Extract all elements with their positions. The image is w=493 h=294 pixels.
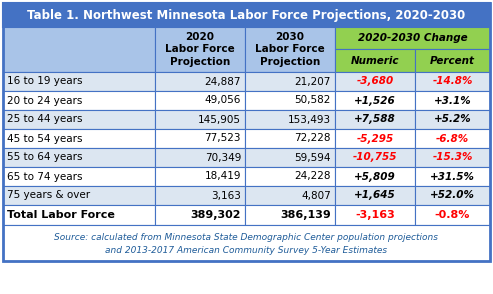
Text: 65 to 74 years: 65 to 74 years xyxy=(7,171,82,181)
Bar xyxy=(335,148,415,167)
Bar xyxy=(155,110,245,129)
Bar xyxy=(3,3,490,261)
Bar xyxy=(335,167,415,186)
Text: 153,493: 153,493 xyxy=(288,114,331,124)
Text: -14.8%: -14.8% xyxy=(432,76,473,86)
Text: 49,056: 49,056 xyxy=(205,96,241,106)
Text: +1,526: +1,526 xyxy=(354,96,396,106)
Text: -15.3%: -15.3% xyxy=(432,153,473,163)
Bar xyxy=(3,72,155,91)
Bar xyxy=(155,186,245,205)
Bar xyxy=(155,129,245,148)
Text: Table 1. Northwest Minnesota Labor Force Projections, 2020-2030: Table 1. Northwest Minnesota Labor Force… xyxy=(28,9,465,21)
Text: Percent: Percent xyxy=(430,56,475,66)
Text: -10,755: -10,755 xyxy=(353,153,397,163)
Text: 16 to 19 years: 16 to 19 years xyxy=(7,76,82,86)
Text: and 2013-2017 American Community Survey 5-Year Estimates: and 2013-2017 American Community Survey … xyxy=(106,246,387,255)
Text: +52.0%: +52.0% xyxy=(430,191,475,201)
Bar xyxy=(415,91,490,110)
Bar xyxy=(245,129,335,148)
Text: 389,302: 389,302 xyxy=(190,210,241,220)
Text: 24,887: 24,887 xyxy=(205,76,241,86)
Bar xyxy=(415,129,490,148)
Bar xyxy=(415,148,490,167)
Text: -6.8%: -6.8% xyxy=(436,133,469,143)
Bar xyxy=(245,205,335,225)
Text: 77,523: 77,523 xyxy=(205,133,241,143)
Text: 2030
Labor Force
Projection: 2030 Labor Force Projection xyxy=(255,32,325,67)
Bar xyxy=(3,110,155,129)
Bar xyxy=(415,72,490,91)
Bar xyxy=(245,72,335,91)
Text: 70,349: 70,349 xyxy=(205,153,241,163)
Text: +5.2%: +5.2% xyxy=(434,114,471,124)
Text: 21,207: 21,207 xyxy=(295,76,331,86)
Bar xyxy=(3,27,155,72)
Bar xyxy=(335,27,490,49)
Bar xyxy=(3,91,155,110)
Text: 59,594: 59,594 xyxy=(294,153,331,163)
Text: -5,295: -5,295 xyxy=(356,133,393,143)
Bar xyxy=(335,110,415,129)
Bar xyxy=(415,205,490,225)
Text: 386,139: 386,139 xyxy=(280,210,331,220)
Text: +7,588: +7,588 xyxy=(354,114,396,124)
Text: Total Labor Force: Total Labor Force xyxy=(7,210,115,220)
Text: +5,809: +5,809 xyxy=(354,171,396,181)
Text: 25 to 44 years: 25 to 44 years xyxy=(7,114,82,124)
Bar xyxy=(245,27,335,72)
Bar xyxy=(415,49,490,72)
Bar xyxy=(415,110,490,129)
Text: -3,680: -3,680 xyxy=(356,76,393,86)
Bar xyxy=(245,167,335,186)
Bar xyxy=(3,167,155,186)
Text: 18,419: 18,419 xyxy=(205,171,241,181)
Bar xyxy=(245,186,335,205)
Text: 145,905: 145,905 xyxy=(198,114,241,124)
Bar xyxy=(3,148,155,167)
Text: 45 to 54 years: 45 to 54 years xyxy=(7,133,82,143)
Text: +3.1%: +3.1% xyxy=(434,96,471,106)
Bar xyxy=(335,205,415,225)
Bar xyxy=(3,129,155,148)
Bar xyxy=(3,3,490,27)
Bar xyxy=(335,72,415,91)
Bar xyxy=(245,91,335,110)
Bar xyxy=(3,186,155,205)
Text: 4,807: 4,807 xyxy=(301,191,331,201)
Bar xyxy=(3,225,490,261)
Text: 2020
Labor Force
Projection: 2020 Labor Force Projection xyxy=(165,32,235,67)
Text: Source: calculated from Minnesota State Demographic Center population projection: Source: calculated from Minnesota State … xyxy=(55,233,438,242)
Bar xyxy=(335,186,415,205)
Bar xyxy=(155,205,245,225)
Bar xyxy=(335,91,415,110)
Text: +1,645: +1,645 xyxy=(354,191,396,201)
Bar xyxy=(155,72,245,91)
Bar xyxy=(245,110,335,129)
Bar xyxy=(155,27,245,72)
Bar xyxy=(335,49,415,72)
Text: -3,163: -3,163 xyxy=(355,210,395,220)
Bar xyxy=(155,91,245,110)
Text: 24,228: 24,228 xyxy=(294,171,331,181)
Bar xyxy=(155,148,245,167)
Text: 20 to 24 years: 20 to 24 years xyxy=(7,96,82,106)
Bar xyxy=(155,167,245,186)
Bar xyxy=(415,186,490,205)
Text: 72,228: 72,228 xyxy=(294,133,331,143)
Text: 3,163: 3,163 xyxy=(211,191,241,201)
Text: Numeric: Numeric xyxy=(351,56,399,66)
Bar xyxy=(335,129,415,148)
Text: 50,582: 50,582 xyxy=(295,96,331,106)
Bar xyxy=(3,205,155,225)
Text: 75 years & over: 75 years & over xyxy=(7,191,90,201)
Text: -0.8%: -0.8% xyxy=(435,210,470,220)
Bar xyxy=(415,167,490,186)
Text: 2020-2030 Change: 2020-2030 Change xyxy=(358,33,467,43)
Text: 55 to 64 years: 55 to 64 years xyxy=(7,153,82,163)
Bar xyxy=(245,148,335,167)
Text: +31.5%: +31.5% xyxy=(430,171,475,181)
